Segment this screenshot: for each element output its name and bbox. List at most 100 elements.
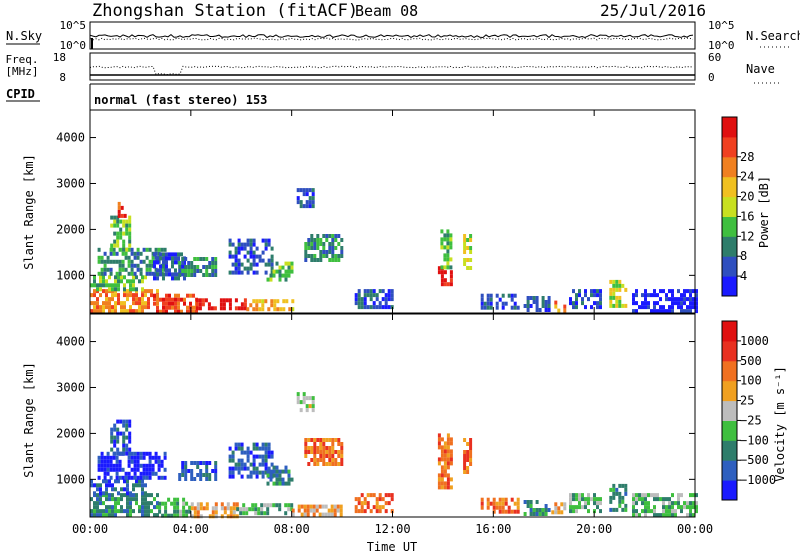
data-cell xyxy=(174,268,177,273)
data-cell xyxy=(211,273,215,277)
data-cell xyxy=(689,501,692,506)
data-cell xyxy=(469,250,473,254)
data-cell xyxy=(593,497,596,502)
data-cell xyxy=(308,188,312,193)
data-cell xyxy=(641,497,644,502)
data-cell xyxy=(196,514,200,519)
data-cell xyxy=(308,396,312,401)
data-cell xyxy=(541,304,545,308)
data-cell xyxy=(331,250,335,254)
data-cell xyxy=(463,246,467,250)
data-cell xyxy=(305,204,309,209)
data-cell xyxy=(229,510,233,515)
data-cell xyxy=(130,455,134,460)
data-cell xyxy=(296,400,300,405)
data-cell xyxy=(446,237,450,242)
data-cell xyxy=(133,463,137,468)
data-cell xyxy=(618,295,622,300)
data-cell xyxy=(154,247,158,252)
data-cell xyxy=(443,233,447,238)
data-cell xyxy=(449,274,453,279)
data-cell xyxy=(255,246,259,251)
data-cell xyxy=(260,511,264,516)
data-cell xyxy=(228,254,232,259)
data-cell xyxy=(109,251,113,256)
data-cell xyxy=(316,234,320,238)
data-cell xyxy=(148,459,152,464)
data-cell xyxy=(443,253,447,258)
data-cell xyxy=(538,512,542,516)
data-cell xyxy=(463,454,467,458)
data-region-0-2 xyxy=(195,298,247,311)
data-cell xyxy=(563,506,567,511)
data-cell xyxy=(148,475,152,480)
data-cell xyxy=(113,231,117,236)
data-cell xyxy=(581,301,584,306)
data-cell xyxy=(141,301,144,306)
colorbar-frame xyxy=(721,116,738,297)
data-cell xyxy=(331,454,335,458)
data-cell xyxy=(486,501,490,506)
data-cell xyxy=(287,269,291,274)
data-cell xyxy=(199,269,203,273)
data-cell xyxy=(117,287,120,292)
data-cell xyxy=(686,297,689,302)
data-cell xyxy=(569,493,572,498)
data-cell xyxy=(174,252,177,257)
data-cell xyxy=(195,298,199,303)
data-cell xyxy=(486,505,490,510)
data-cell xyxy=(122,219,126,224)
data-cell xyxy=(240,474,244,479)
data-cell xyxy=(96,487,99,492)
data-cell xyxy=(138,305,141,310)
data-cell xyxy=(340,246,344,250)
data-cell xyxy=(112,455,116,460)
data-cell xyxy=(223,506,227,511)
data-cell xyxy=(584,305,587,310)
data-cell xyxy=(615,299,619,304)
data-cell xyxy=(237,458,241,463)
data-cell xyxy=(440,477,444,482)
data-cell xyxy=(174,309,177,314)
data-cell xyxy=(324,512,328,517)
data-cell xyxy=(114,513,117,518)
data-cell xyxy=(656,493,659,498)
data-cell xyxy=(123,283,126,288)
data-cell xyxy=(449,461,453,466)
data-cell xyxy=(90,483,93,488)
data-cell xyxy=(255,466,259,471)
data-cell xyxy=(680,293,683,298)
data-cell xyxy=(126,491,129,496)
data-cell xyxy=(381,305,385,310)
data-cell xyxy=(590,305,593,310)
data-cell xyxy=(165,297,168,302)
data-cell xyxy=(313,254,317,258)
data-cell xyxy=(167,513,171,518)
data-cell xyxy=(122,247,126,252)
data-cell xyxy=(128,223,132,228)
data-cell xyxy=(185,509,189,514)
data-cell xyxy=(281,469,285,474)
data-cell xyxy=(270,246,274,251)
data-cell xyxy=(529,508,533,512)
data-cell xyxy=(251,503,255,508)
data-cell xyxy=(440,245,444,250)
data-cell xyxy=(123,275,126,280)
data-cell xyxy=(246,458,250,463)
data-cell xyxy=(316,458,320,462)
data-cell xyxy=(443,445,447,450)
data-cell xyxy=(105,487,108,492)
freq-tick-top: 18 xyxy=(53,51,66,64)
data-cell xyxy=(463,470,467,474)
data-cell xyxy=(198,302,202,307)
data-cell xyxy=(132,293,135,298)
data-cell xyxy=(139,451,143,456)
freq-tick-bottom: 8 xyxy=(59,71,66,84)
data-cell xyxy=(281,477,285,482)
data-cell xyxy=(130,451,134,456)
data-cell xyxy=(133,263,137,268)
data-cell xyxy=(260,507,264,512)
data-cell xyxy=(264,462,268,467)
data-cell xyxy=(102,509,105,514)
